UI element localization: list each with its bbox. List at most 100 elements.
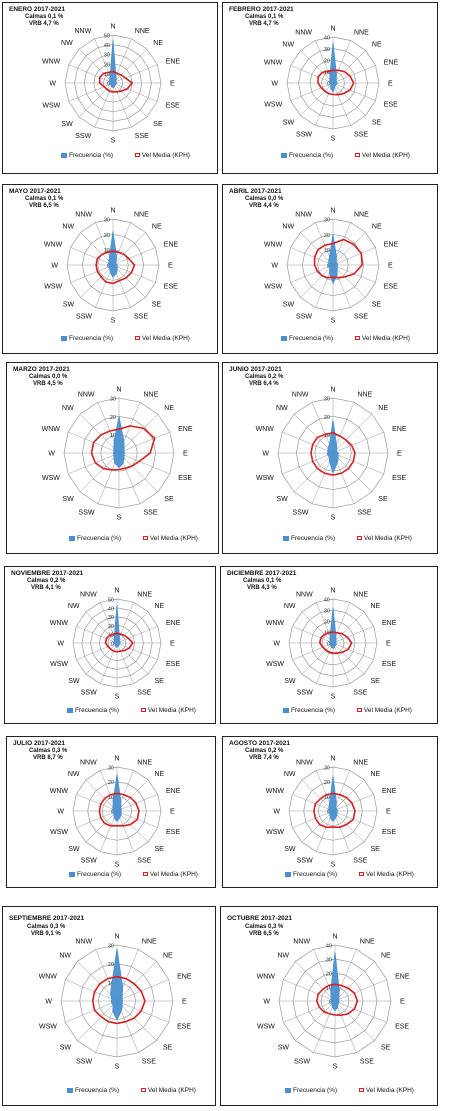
legend-frecuencia: Frecuencia (%) <box>289 152 334 159</box>
calmas-label: Calmas 0,2 % <box>245 374 284 380</box>
frecuencia-swatch <box>69 535 75 541</box>
frecuencia-series <box>329 607 337 650</box>
tick-label: 0 <box>327 82 330 88</box>
direction-label: WNW <box>42 59 61 66</box>
direction-label: W <box>48 451 55 458</box>
calmas-label: Calmas 0,1 % <box>25 196 64 202</box>
grid-spoke <box>293 452 334 493</box>
direction-label: ESE <box>178 475 192 482</box>
wind-rose-panel: NOVIEMBRE 2017-2021 Calmas 0,2 % VRB 4,1… <box>4 566 216 724</box>
grid-spoke <box>112 264 156 283</box>
calmas-label: Calmas 0,1 % <box>25 14 64 20</box>
direction-label: NW <box>277 953 289 960</box>
grid-spoke <box>283 979 336 1002</box>
wind-rose-panel: OCTUBRE 2017-2021 Calmas 0,3 % VRB 6,5 %… <box>220 906 438 1106</box>
frecuencia-swatch <box>67 707 73 713</box>
tick-label: 0 <box>327 642 330 648</box>
direction-label: NE <box>163 953 173 960</box>
direction-label: N <box>330 387 335 394</box>
direction-label: NNW <box>295 212 312 219</box>
direction-label: NW <box>62 224 74 231</box>
direction-label: SE <box>372 301 382 308</box>
direction-label: SSW <box>297 858 313 865</box>
frecuencia-series <box>330 951 340 1012</box>
direction-label: WSW <box>264 284 282 291</box>
grid-spoke <box>332 431 384 454</box>
direction-label: WSW <box>256 475 274 482</box>
chart-legend: Frecuencia (%) Vel Media (KPH) <box>281 152 430 159</box>
direction-label: ENE <box>177 974 192 981</box>
vel-media-swatch <box>358 872 364 877</box>
direction-label: W <box>271 263 278 270</box>
direction-label: SSW <box>76 1059 92 1066</box>
direction-label: NNE <box>353 592 368 599</box>
vrb-label: VRB 4,5 % <box>33 381 63 387</box>
grid-spoke <box>116 779 149 812</box>
grid-spoke <box>332 247 376 266</box>
direction-label: NNW <box>296 760 313 767</box>
direction-label: SW <box>63 301 75 308</box>
direction-label: ESE <box>384 102 398 109</box>
frecuencia-swatch <box>61 152 67 158</box>
vel-media-swatch <box>354 336 360 341</box>
direction-label: NNE <box>135 28 150 35</box>
legend-vel-media: Vel Media (KPH) <box>365 1087 414 1094</box>
legend-frecuencia: Frecuencia (%) <box>77 871 122 878</box>
grid-spoke <box>290 264 334 283</box>
vrb-label: VRB 4,7 % <box>29 21 59 27</box>
direction-label: SSE <box>360 1059 374 1066</box>
direction-label: S <box>115 694 120 701</box>
wind-rose-chart: NNNENEENEEESESESSESSSWSWWSWWWNWNWNNW0102… <box>256 387 407 522</box>
grid-spoke <box>68 452 120 475</box>
direction-label: NNE <box>354 30 369 37</box>
direction-label: S <box>111 138 116 145</box>
calmas-label: Calmas 0,2 % <box>27 578 66 584</box>
grid-spoke <box>68 64 114 84</box>
direction-label: E <box>400 999 405 1006</box>
calmas-label: Calmas 0,0 % <box>245 196 284 202</box>
direction-label: W <box>45 999 52 1006</box>
direction-label: SSW <box>293 510 309 517</box>
grid-spoke <box>112 232 146 266</box>
legend-frecuencia: Frecuencia (%) <box>293 1087 338 1094</box>
direction-label: NNE <box>358 391 373 398</box>
frecuencia-swatch <box>281 335 287 341</box>
direction-label: S <box>111 318 116 325</box>
legend-frecuencia: Frecuencia (%) <box>291 707 336 714</box>
grid-spoke <box>332 611 365 644</box>
panel-title: JULIO 2017-2021 <box>13 740 66 747</box>
direction-label: N <box>332 934 337 941</box>
grid-spoke <box>282 452 334 475</box>
direction-label: S <box>115 862 120 869</box>
vrb-label: VRB 6,4 % <box>249 381 279 387</box>
frecuencia-swatch <box>285 1087 291 1093</box>
grid-spoke <box>290 82 334 101</box>
direction-label: NNW <box>80 592 97 599</box>
chart-legend: Frecuencia (%) Vel Media (KPH) <box>67 1087 216 1094</box>
direction-label: N <box>330 588 335 595</box>
calmas-label: Calmas 0,1 % <box>243 578 282 584</box>
grid-spoke <box>116 642 135 684</box>
direction-label: SW <box>284 846 296 853</box>
grid-spoke <box>332 82 351 126</box>
legend-frecuencia: Frecuencia (%) <box>293 871 338 878</box>
grid-spoke <box>76 642 118 661</box>
vrb-label: VRB 4,1 % <box>31 585 61 591</box>
direction-label: SSE <box>134 313 148 320</box>
direction-label: SW <box>68 846 80 853</box>
chart-legend: Frecuencia (%) Vel Media (KPH) <box>283 535 432 542</box>
direction-label: SSE <box>358 510 372 517</box>
tick-label: 0 <box>329 1000 332 1006</box>
grid-spoke <box>300 50 334 84</box>
direction-label: NNW <box>292 391 309 398</box>
grid-spoke <box>332 810 365 843</box>
grid-spoke <box>332 642 374 661</box>
direction-label: E <box>182 999 187 1006</box>
tick-label: 10 <box>324 70 330 76</box>
direction-label: NNW <box>75 938 92 945</box>
vel-media-series <box>310 431 356 476</box>
direction-label: SW <box>284 678 296 685</box>
direction-label: E <box>388 81 393 88</box>
direction-label: ESE <box>164 284 178 291</box>
tick-label: 10 <box>326 986 332 992</box>
